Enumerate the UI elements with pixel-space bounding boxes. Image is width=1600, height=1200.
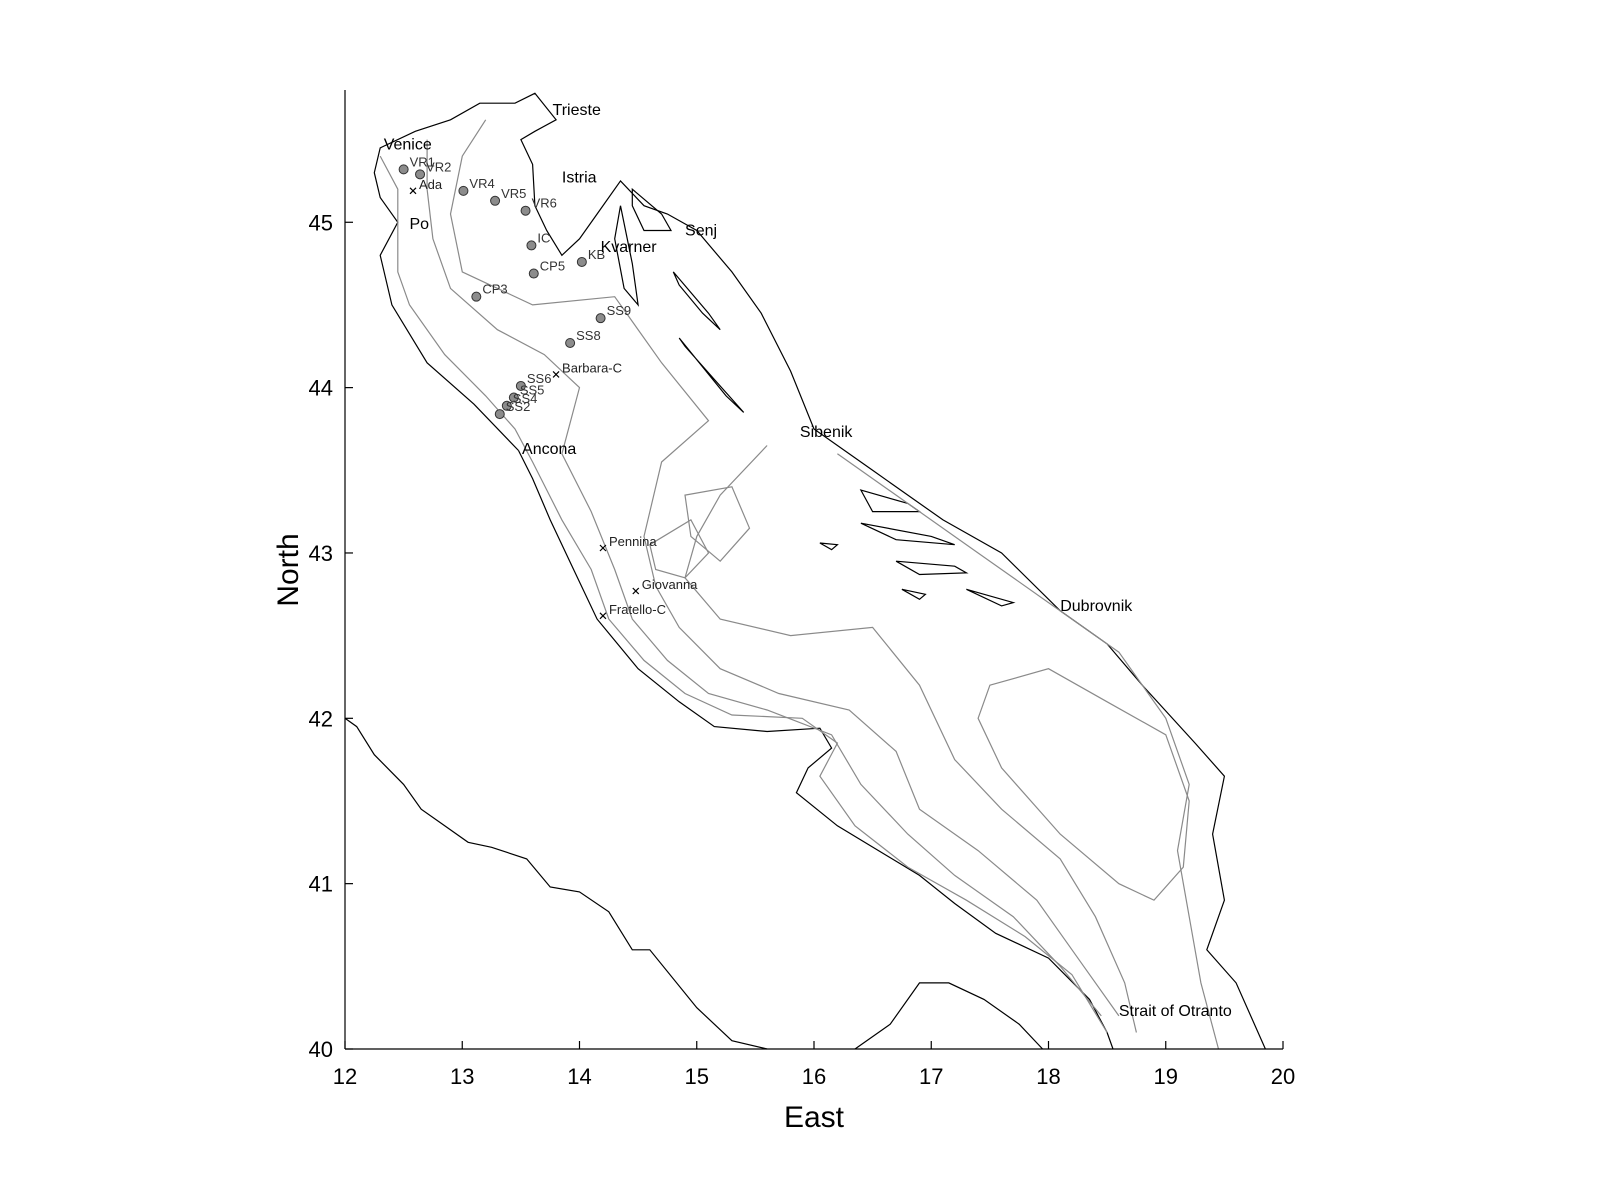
isobath-layer: [379, 119, 1220, 1050]
station-label: VR5: [501, 186, 526, 201]
isobath-20m: [379, 155, 1108, 1033]
y-tick-label: 42: [309, 706, 333, 731]
y-tick-label: 45: [309, 210, 333, 235]
x-axis-label: East: [784, 1101, 845, 1134]
x-tick-label: 12: [333, 1064, 357, 1089]
station-marker: [490, 195, 501, 206]
station-marker: [520, 205, 531, 216]
coastline-layer: [344, 92, 1266, 1050]
station-marker: [526, 240, 537, 251]
platform-label: Giovanna: [642, 577, 698, 592]
isobath-50m: [426, 139, 1102, 1017]
platform-label: Ada: [419, 177, 443, 192]
station-marker: [458, 185, 469, 196]
island-krk: [631, 187, 673, 232]
island-mljet: [966, 588, 1016, 607]
station-marker: [565, 337, 576, 348]
x-ticks: 12 13 14 15 16 17 18 19 20: [333, 1041, 1295, 1089]
station-label: VR1: [410, 154, 435, 169]
y-tick-label: 43: [309, 541, 333, 566]
x-tick-label: 19: [1154, 1064, 1178, 1089]
y-ticks: 40 41 42 43 44 45: [309, 210, 353, 1062]
isobath-100m: [449, 119, 1120, 1017]
coastline-northern-italy-coast: [373, 92, 1266, 1050]
pomo-basin: [649, 519, 710, 579]
x-tick-label: 13: [450, 1064, 474, 1089]
place-label-dubrovnik: Dubrovnik: [1060, 598, 1133, 615]
platform-label: Barbara-C: [562, 360, 622, 375]
isobath-east-shelf: [837, 453, 1220, 1050]
station-label: SS5: [520, 383, 545, 398]
jabuka-pit: [684, 486, 751, 563]
platform-label: Fratello-C: [609, 602, 666, 617]
place-label-sibenik: Sibenik: [800, 424, 853, 441]
platform-marker: [552, 370, 560, 378]
island-brac: [859, 489, 922, 513]
y-tick-label: 44: [309, 376, 333, 401]
coastline-taranto-coast: [854, 982, 1044, 1050]
station-label: CP3: [482, 282, 507, 297]
place-label-kvarner: Kvarner: [601, 239, 658, 256]
station-marker: [471, 291, 482, 302]
x-tick-label: 14: [567, 1064, 591, 1089]
station-marker: [576, 256, 587, 267]
y-tick-label: 41: [309, 872, 333, 897]
island-hvar: [860, 522, 955, 546]
station-marker: [415, 169, 426, 180]
place-layer: Trieste Venice Istria Po Kvarner Senj Sibenik A…: [384, 102, 1232, 1020]
island-korcula: [895, 560, 969, 576]
island-vis: [819, 542, 839, 551]
station-marker: [528, 268, 539, 279]
place-label-otranto: Strait of Otranto: [1119, 1003, 1232, 1020]
platform-marker: [409, 187, 417, 195]
isobath-1000m: [977, 668, 1190, 901]
station-label: KB: [588, 247, 605, 262]
x-tick-label: 17: [919, 1064, 943, 1089]
platform-marker: [599, 612, 607, 620]
station-marker: [595, 313, 606, 324]
place-label-istria: Istria: [562, 170, 597, 187]
x-tick-label: 16: [802, 1064, 826, 1089]
place-label-trieste: Trieste: [553, 102, 601, 119]
coastline-italy-coast: [344, 717, 768, 1050]
place-label-venice: Venice: [384, 137, 432, 154]
x-tick-label: 20: [1271, 1064, 1295, 1089]
station-marker: [494, 409, 505, 420]
island-lastovo: [901, 588, 927, 601]
station-label: SS9: [607, 303, 632, 318]
x-tick-label: 18: [1036, 1064, 1060, 1089]
place-label-ancona: Ancona: [522, 441, 576, 458]
station-marker: [515, 380, 526, 391]
place-label-senj: Senj: [685, 223, 717, 240]
station-marker: [508, 392, 519, 403]
platform-layer: Ada Barbara-C Pennina Giovanna Fratello-C: [409, 177, 698, 620]
y-axis-label: North: [272, 533, 305, 606]
station-label: SS4: [513, 391, 538, 406]
station-label: IC: [537, 230, 550, 245]
place-label-po: Po: [409, 216, 429, 233]
station-marker: [501, 400, 512, 411]
station-marker: [398, 164, 409, 175]
station-label: VR4: [469, 176, 494, 191]
x-tick-label: 15: [685, 1064, 709, 1089]
station-label: VR6: [532, 196, 557, 211]
station-label: CP5: [540, 259, 565, 274]
station-label: SS8: [576, 328, 601, 343]
map-axes: 12 13 14 15 16 17 18 19 20 40 41 42 43 44 45 East Nor…: [272, 90, 1295, 1134]
island-dugi: [678, 337, 745, 413]
platform-label: Pennina: [609, 534, 657, 549]
station-label: SS6: [527, 371, 552, 386]
station-label: VR2: [426, 159, 451, 174]
isobath-200m: [684, 445, 1137, 1033]
platform-marker: [632, 587, 640, 595]
coastline-gargano-coast: [517, 450, 1114, 1050]
platform-marker: [599, 544, 607, 552]
y-tick-label: 40: [309, 1037, 333, 1062]
island-pag: [672, 271, 721, 331]
station-label: SS2: [506, 399, 531, 414]
island-cres: [614, 205, 639, 307]
